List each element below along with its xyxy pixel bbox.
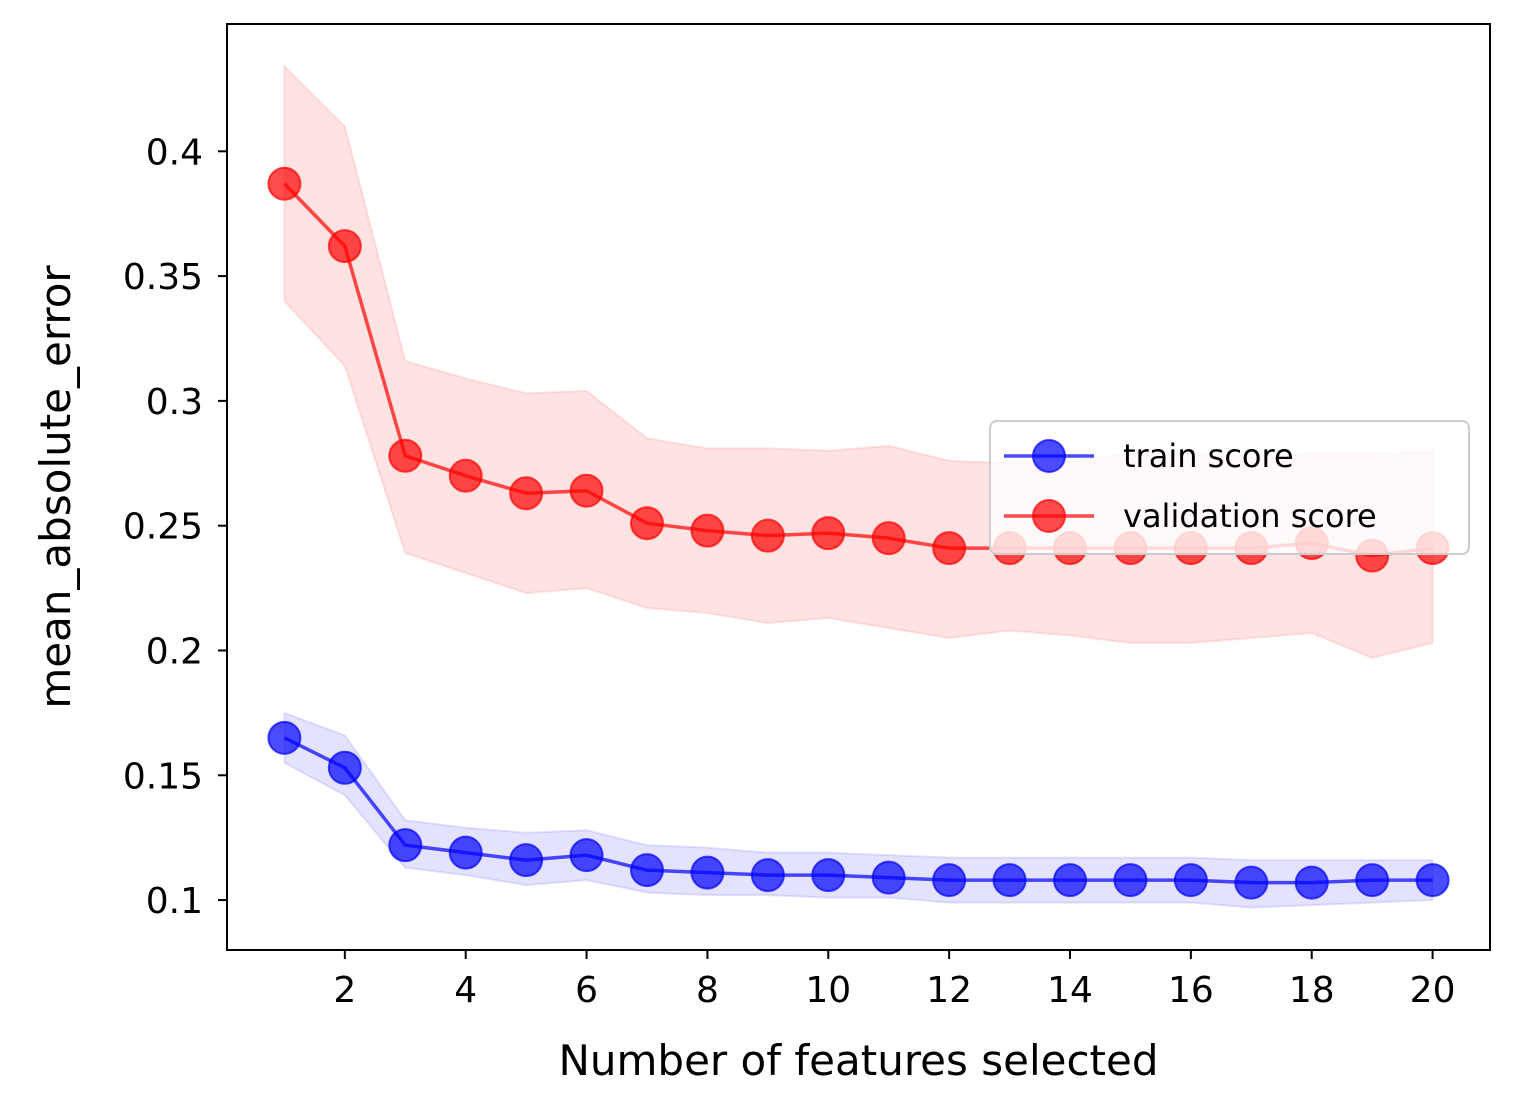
validation-score-point bbox=[267, 166, 302, 201]
x-tick-label: 16 bbox=[1168, 970, 1214, 1011]
validation-score-point bbox=[509, 476, 544, 511]
x-tick-label: 6 bbox=[575, 970, 598, 1011]
x-axis-ticks: 2 4 6 8 10 12 14 16 18 20 bbox=[333, 950, 1455, 1011]
x-tick-label: 4 bbox=[454, 970, 477, 1011]
validation-score-point bbox=[811, 516, 846, 551]
train-score-point bbox=[871, 860, 906, 895]
legend-train-score-label: train score bbox=[1123, 437, 1294, 475]
train-score-point bbox=[811, 858, 846, 893]
validation-score-point bbox=[448, 458, 483, 493]
x-tick-label: 14 bbox=[1047, 970, 1093, 1011]
train-score-point bbox=[750, 858, 785, 893]
train-score-point bbox=[1415, 863, 1450, 898]
validation-score-band bbox=[283, 64, 1434, 660]
train-score-point bbox=[1234, 865, 1269, 900]
train-score-point bbox=[569, 838, 604, 873]
train-score-point bbox=[448, 835, 483, 870]
validation-score-point bbox=[327, 229, 362, 264]
legend-train-score-marker bbox=[1032, 439, 1066, 473]
y-tick-label: 0.3 bbox=[146, 382, 203, 423]
train-score-point bbox=[1053, 863, 1088, 898]
train-score-point bbox=[992, 863, 1027, 898]
train-score-point bbox=[1355, 863, 1390, 898]
train-score-point bbox=[509, 843, 544, 878]
y-tick-label: 0.2 bbox=[146, 631, 203, 672]
x-tick-label: 8 bbox=[696, 970, 719, 1011]
validation-score-point bbox=[690, 513, 725, 548]
legend-validation-score-marker bbox=[1032, 499, 1066, 533]
validation-score-point bbox=[871, 521, 906, 556]
y-axis-title: mean_absolute_error bbox=[31, 265, 80, 709]
plot-frame bbox=[226, 23, 1491, 951]
y-tick-label: 0.1 bbox=[146, 881, 203, 922]
y-tick-label: 0.35 bbox=[123, 257, 203, 298]
train-score-point bbox=[690, 855, 725, 890]
train-score-point bbox=[629, 853, 664, 888]
x-axis-title: Number of features selected bbox=[558, 1036, 1158, 1085]
validation-score-point bbox=[629, 506, 664, 541]
y-tick-label: 0.25 bbox=[123, 507, 203, 548]
x-tick-label: 2 bbox=[333, 970, 356, 1011]
legend-validation-score-label: validation score bbox=[1123, 497, 1377, 535]
x-tick-label: 12 bbox=[926, 970, 972, 1011]
train-score-point bbox=[388, 828, 423, 863]
validation-score-point bbox=[569, 473, 604, 508]
legend-box bbox=[989, 420, 1470, 555]
legend: train score validation score bbox=[989, 420, 1470, 555]
x-tick-label: 10 bbox=[805, 970, 851, 1011]
train-score-point bbox=[1173, 863, 1208, 898]
x-tick-label: 18 bbox=[1289, 970, 1335, 1011]
y-tick-label: 0.4 bbox=[146, 132, 203, 173]
train-score-point bbox=[267, 720, 302, 755]
y-axis-ticks: 0.1 0.15 0.2 0.25 0.3 0.35 0.4 bbox=[123, 132, 227, 922]
y-tick-label: 0.15 bbox=[123, 756, 203, 797]
x-tick-label: 20 bbox=[1410, 970, 1456, 1011]
validation-score-point bbox=[750, 518, 785, 553]
train-score-point bbox=[1113, 863, 1148, 898]
train-score-point bbox=[1294, 865, 1329, 900]
validation-score-point bbox=[388, 438, 423, 473]
train-score-point bbox=[327, 750, 362, 785]
train-score-point bbox=[932, 863, 967, 898]
validation-score-point bbox=[932, 531, 967, 566]
